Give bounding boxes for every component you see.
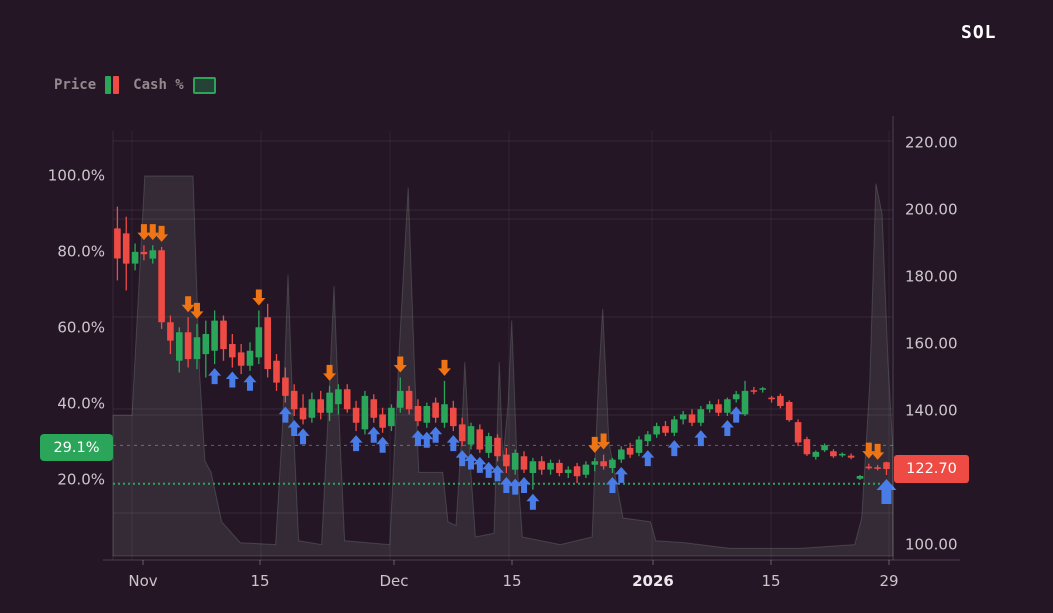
cash-swatch-icon (192, 76, 216, 94)
legend-item-price[interactable]: Price (54, 76, 120, 94)
buy-arrow-icon (411, 430, 425, 447)
sell-arrow-icon (437, 359, 451, 376)
buy-arrow-icon (225, 371, 239, 388)
sell-arrow-icon (323, 364, 337, 381)
percent-axis-label: 20.0% (57, 470, 105, 489)
buy-arrow-icon (349, 435, 363, 452)
percent-axis-label: 100.0% (47, 166, 105, 185)
axis-frame (103, 116, 960, 565)
price-axis-label: 140.00 (905, 401, 958, 420)
sell-arrow-icon (588, 436, 602, 453)
buy-arrow-icon (614, 466, 628, 483)
buy-arrow-icon (876, 478, 897, 504)
buy-arrow-icon (367, 426, 381, 443)
time-axis-label: 29 (879, 572, 899, 590)
buy-arrow-icon (429, 426, 443, 443)
buy-arrow-icon (455, 450, 469, 467)
price-axis-label: 220.00 (905, 133, 958, 152)
time-axis-label: Dec (379, 572, 409, 590)
buy-arrow-icon (482, 461, 496, 478)
legend-price-label: Price (54, 77, 97, 93)
buy-arrow-icon (296, 428, 310, 445)
buy-arrow-icon (420, 431, 434, 448)
price-axis-label: 160.00 (905, 334, 958, 353)
time-axis-label: 15 (250, 572, 270, 590)
candlestick-series (114, 206, 890, 490)
buy-arrow-icon (605, 476, 619, 493)
sell-arrow-icon (190, 302, 204, 319)
candle-icon (105, 76, 120, 94)
sell-arrow-icon (597, 433, 611, 450)
buy-arrow-icon (473, 456, 487, 473)
buy-arrow-icon (376, 436, 390, 453)
buy-arrow-icon (641, 450, 655, 467)
buy-arrow-icon (287, 420, 301, 437)
sell-arrow-icon (252, 289, 266, 306)
buy-arrow-icon (526, 493, 540, 510)
percent-axis-label: 40.0% (57, 394, 105, 413)
time-axis-label: 2026 (632, 572, 674, 590)
buy-arrow-icon (667, 440, 681, 457)
cash-percent-area (112, 175, 894, 557)
current-cash-badge: 29.1% (40, 434, 113, 461)
sell-arrow-icon (146, 224, 160, 241)
sell-arrow-icon (871, 443, 885, 460)
buy-arrow-icon (278, 406, 292, 423)
time-axis-label: 15 (761, 572, 781, 590)
price-axis-label: 180.00 (905, 267, 958, 286)
symbol-title: SOL (961, 22, 997, 43)
legend-cash-label: Cash % (133, 77, 184, 93)
buy-arrow-icon (491, 465, 505, 482)
buy-arrow-icon (464, 453, 478, 470)
price-axis-label: 200.00 (905, 200, 958, 219)
legend-item-cash[interactable]: Cash % (133, 76, 216, 94)
buy-arrow-icon (499, 476, 513, 493)
sell-arrow-icon (137, 224, 151, 241)
buy-arrow-icon (446, 435, 460, 452)
sell-arrow-icon (181, 296, 195, 313)
last-price-badge: 122.70 (894, 455, 969, 483)
chart-legend: Price Cash % (54, 76, 216, 94)
sell-arrow-icon (393, 356, 407, 373)
time-axis-label: Nov (128, 572, 158, 590)
percent-axis-label: 80.0% (57, 242, 105, 261)
buy-arrow-icon (720, 420, 734, 437)
time-axis-label: 15 (502, 572, 522, 590)
buy-arrow-icon (517, 476, 531, 493)
sell-arrow-icon (862, 442, 876, 459)
buy-arrow-icon (208, 368, 222, 385)
buy-arrow-icon (694, 430, 708, 447)
buy-arrow-icon (243, 374, 257, 391)
buy-arrow-icon (729, 406, 743, 423)
trade-signal-arrows (137, 224, 897, 510)
buy-arrow-icon (508, 478, 522, 495)
percent-axis-label: 60.0% (57, 318, 105, 337)
sell-arrow-icon (155, 225, 169, 242)
price-axis-label: 100.00 (905, 535, 958, 554)
